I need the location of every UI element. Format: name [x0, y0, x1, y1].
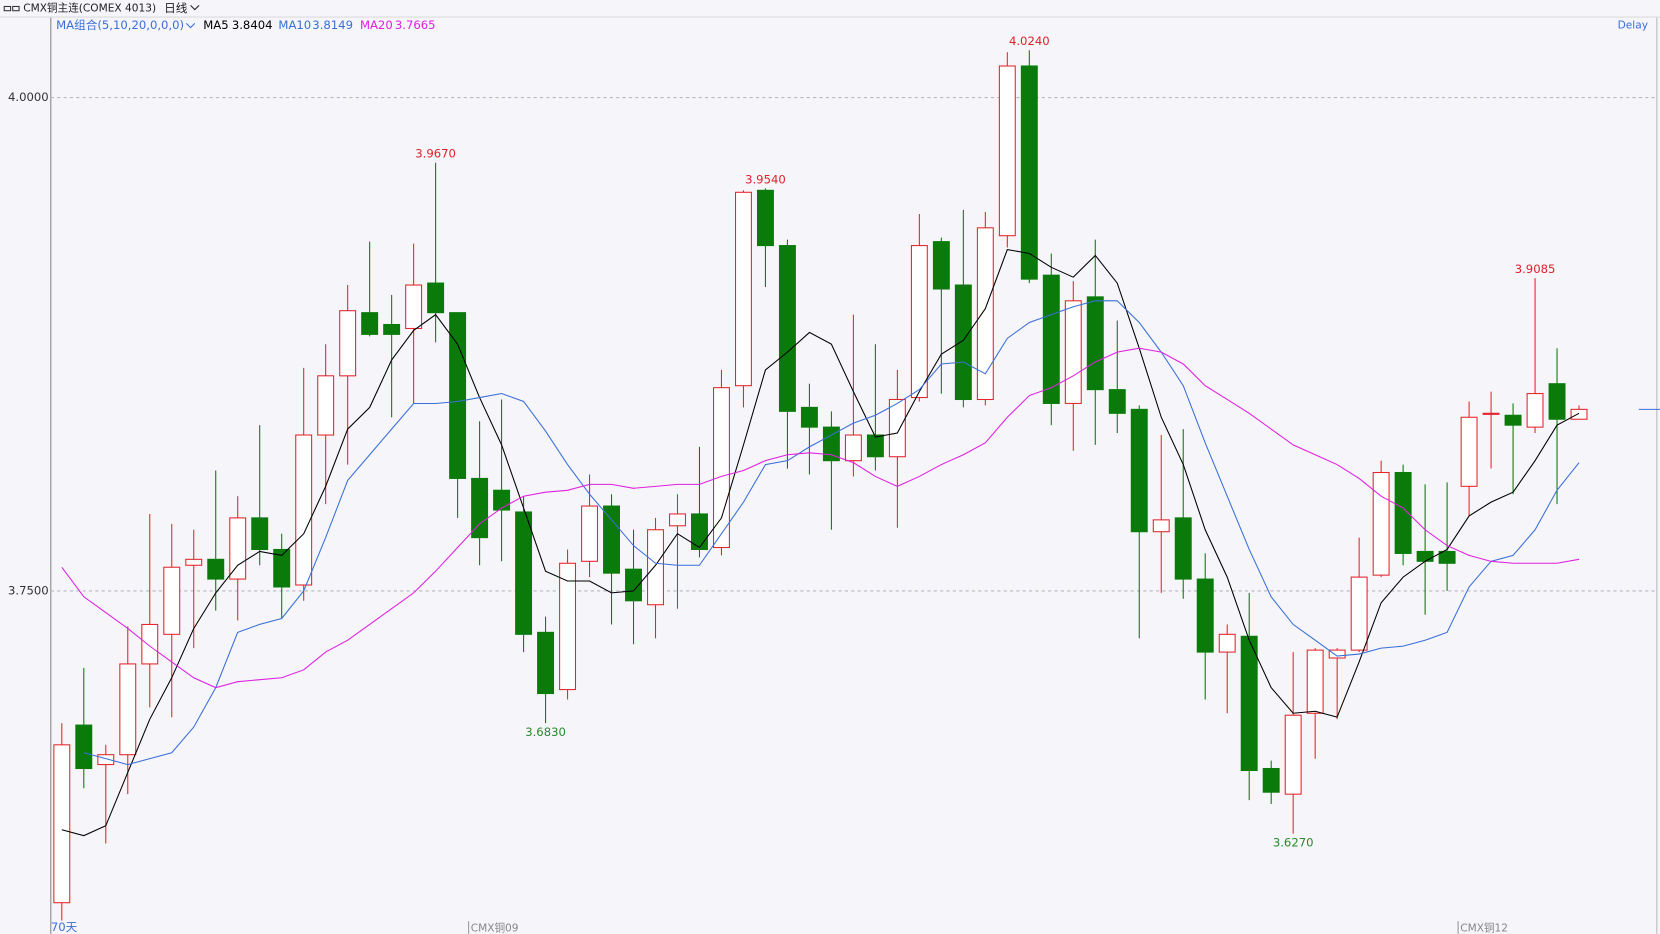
- period[interactable]: 日线: [164, 1, 188, 15]
- candle-body: [954, 284, 972, 401]
- candle-body: [1394, 471, 1412, 554]
- candle-body: [713, 387, 730, 549]
- candle-body: [1064, 300, 1082, 404]
- candle-body: [1240, 635, 1258, 772]
- candle-body: [1460, 416, 1478, 487]
- candle-body: [625, 568, 642, 602]
- candle-body: [1328, 649, 1346, 659]
- candle-body: [1130, 408, 1148, 533]
- candle-body: [229, 517, 247, 580]
- legend-value: 3.8404: [232, 18, 273, 32]
- candle-body: [141, 623, 159, 665]
- legend-value: 3.7665: [395, 18, 436, 32]
- candle-body: [888, 398, 906, 458]
- candle-body: [1504, 414, 1522, 426]
- candle-body: [998, 65, 1016, 237]
- candle-body: [756, 189, 774, 247]
- legend-name: MA5: [203, 18, 228, 32]
- extreme-label: 3.9085: [1515, 262, 1556, 276]
- extreme-label: 3.6830: [525, 725, 566, 739]
- candle-body: [1218, 633, 1236, 653]
- ma-line: [83, 300, 1580, 766]
- extreme-label: 3.6270: [1273, 836, 1314, 850]
- candle-body: [537, 631, 555, 695]
- extreme-label: 3.9540: [745, 172, 786, 186]
- ma-line: [61, 347, 1580, 689]
- candle-body: [53, 744, 71, 904]
- candle-body: [1042, 274, 1060, 404]
- candle-body: [383, 323, 401, 335]
- candle-body: [185, 558, 203, 566]
- candle-body: [1416, 550, 1434, 562]
- candle-body: [273, 548, 291, 588]
- candle-body: [866, 434, 884, 458]
- candle-body: [581, 505, 599, 562]
- candle-body: [317, 375, 335, 436]
- status: Delay: [1618, 20, 1648, 32]
- candle-body: [822, 426, 840, 462]
- candle-body: [1020, 65, 1038, 280]
- candle-body: [361, 312, 379, 335]
- count-label: 70天: [51, 920, 78, 934]
- candle-body: [734, 191, 752, 387]
- candle-body: [1152, 519, 1170, 533]
- candle-body: [1086, 296, 1104, 391]
- y-tick-label: 3.7500: [8, 583, 49, 597]
- candle-body: [1284, 714, 1302, 795]
- y-tick-label: 4.0000: [8, 90, 49, 104]
- candle-body: [207, 558, 225, 580]
- candle-body: [691, 513, 708, 550]
- candle-body: [75, 724, 93, 770]
- candle-body: [405, 284, 423, 329]
- candle-body: [251, 517, 269, 550]
- candle-body: [559, 562, 577, 691]
- candle-body: [1548, 383, 1566, 420]
- candle-body: [339, 310, 357, 377]
- candle-body: [295, 434, 313, 586]
- candle-body: [471, 477, 489, 539]
- chart-title: CMX铜主连(COMEX 4013): [23, 2, 156, 15]
- candle-body: [427, 282, 445, 314]
- candle-body: [1262, 767, 1280, 793]
- candle-body: [844, 434, 862, 462]
- candle-body: [163, 566, 181, 635]
- candle-body: [603, 505, 620, 574]
- ma-line: [61, 248, 1580, 837]
- candle-body: [97, 754, 115, 766]
- candle-body: [669, 513, 686, 527]
- candle-body: [800, 406, 818, 428]
- indicator-dropdown[interactable]: [185, 23, 196, 29]
- candle-body: [1372, 471, 1390, 576]
- legend-name: MA20: [360, 18, 393, 32]
- legend-value: 3.8149: [312, 18, 353, 32]
- x-tick-label: CMX铜09: [471, 923, 519, 934]
- legend-name: MA10: [278, 18, 311, 32]
- candle-body: [1350, 576, 1368, 651]
- candle-body: [1306, 649, 1324, 714]
- indicator-label[interactable]: MA组合(5,10,20,0,0,0): [56, 18, 184, 32]
- candle-body: [1482, 412, 1500, 415]
- candle-body: [1570, 408, 1588, 420]
- header-icon: [3, 5, 20, 12]
- candle-body: [119, 663, 137, 756]
- extreme-label: 3.9670: [415, 147, 456, 161]
- candle-body: [515, 511, 533, 635]
- candle-body: [778, 245, 796, 412]
- candle-body: [1108, 389, 1126, 414]
- candle-body: [647, 529, 664, 606]
- extreme-label: 4.0240: [1009, 34, 1050, 48]
- candle-body: [1438, 550, 1456, 564]
- candle-body: [493, 489, 511, 511]
- period-dropdown[interactable]: [190, 5, 200, 11]
- candle-body: [1196, 578, 1214, 653]
- candle-body: [1174, 517, 1192, 580]
- candle-body: [1526, 393, 1544, 428]
- candle-body: [932, 241, 950, 290]
- candle-body: [976, 227, 994, 401]
- x-tick-label: CMX铜12: [1460, 923, 1508, 934]
- candle-body: [910, 245, 928, 399]
